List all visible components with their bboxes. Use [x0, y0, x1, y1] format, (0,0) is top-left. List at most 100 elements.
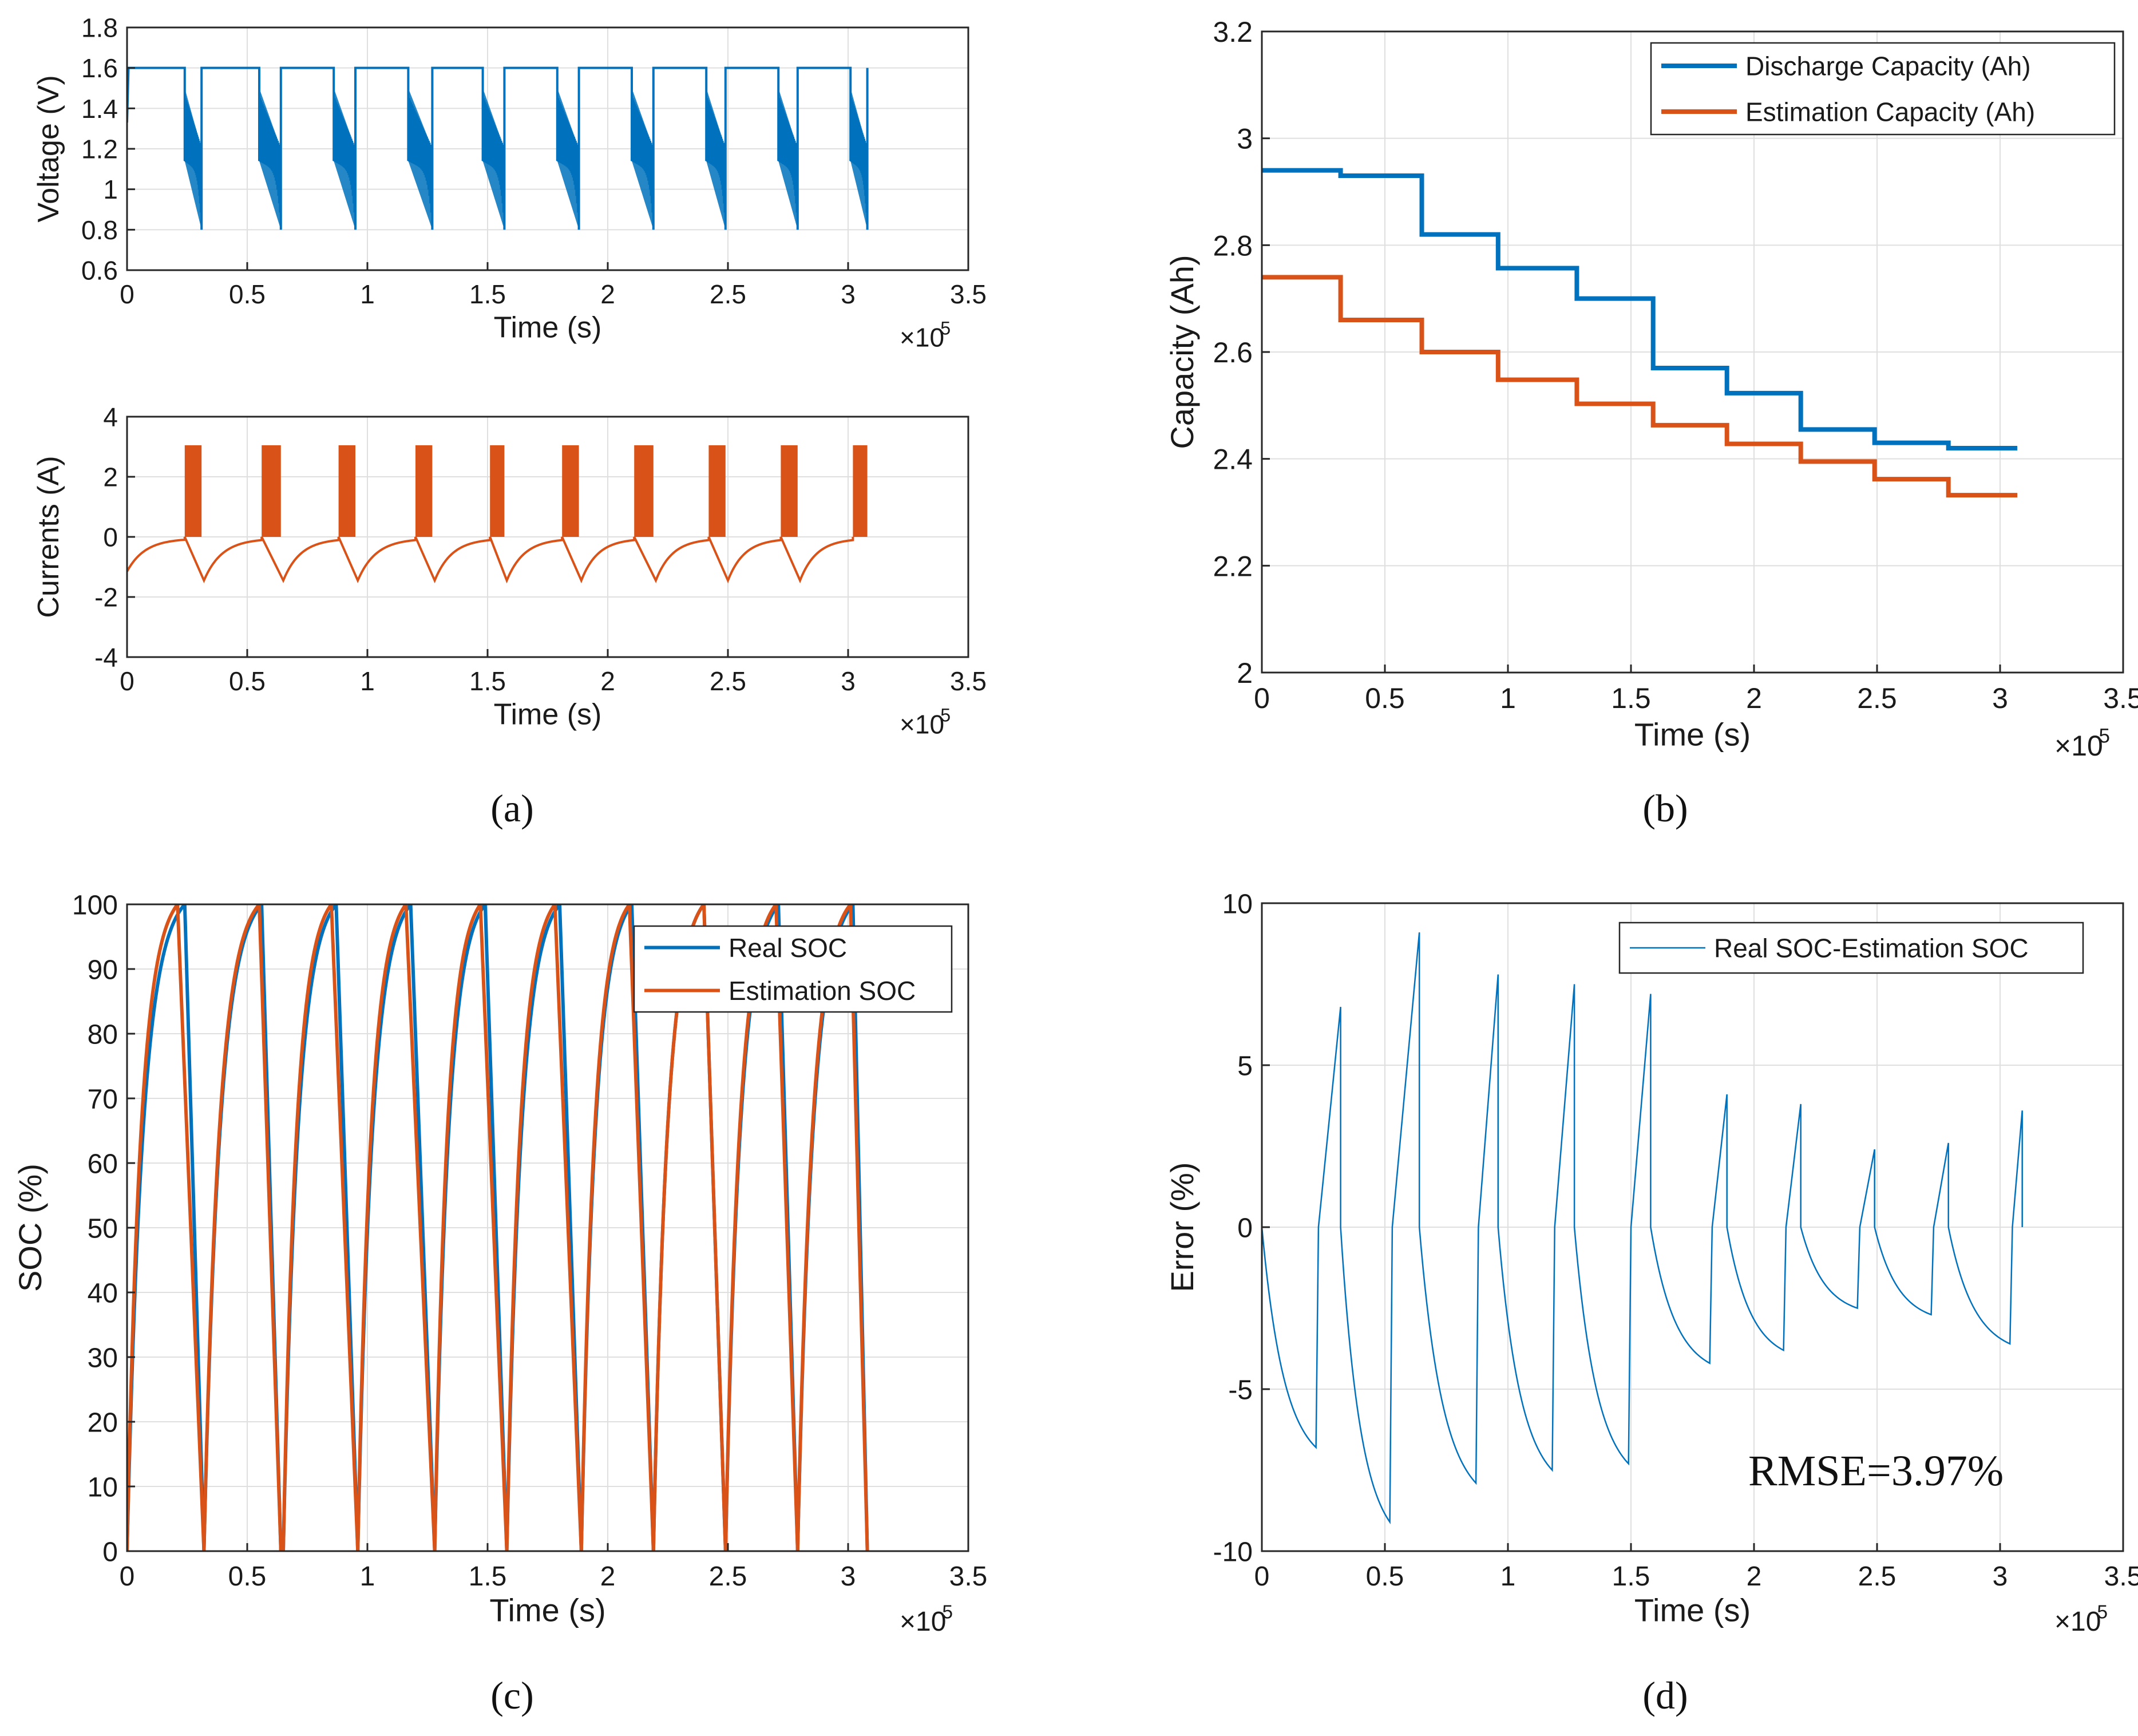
- x-tick-label: 2: [600, 1561, 616, 1592]
- y-axis-label: Error (%): [1164, 1162, 1200, 1292]
- y-tick-label: 10: [88, 1472, 118, 1502]
- x-tick-label: 0.5: [229, 666, 266, 696]
- x-tick-label: 1.5: [469, 666, 506, 696]
- x-axis-label: Time (s): [494, 698, 602, 731]
- x-tick-label: 2.5: [1858, 1561, 1897, 1592]
- y-tick-label: -2: [94, 583, 118, 612]
- voltage-discharge-band: [184, 88, 202, 230]
- x-tick-label: 2.5: [710, 279, 746, 309]
- x-tick-label: 3.5: [2103, 682, 2138, 714]
- x-tick-label: 2.5: [710, 666, 746, 696]
- x-tick-label: 3.5: [950, 666, 987, 696]
- plot-lines: [127, 904, 869, 1551]
- plot-lines: [1262, 168, 2018, 498]
- voltage-discharge-band: [632, 88, 654, 230]
- x-tick-label: 1.5: [469, 279, 506, 309]
- plot-lines: [127, 445, 868, 584]
- x-tick-label: 0: [120, 1561, 135, 1592]
- currents-chart: 0 0.5 1 1.5 2 2.5 3 3.5 -4 -2 0 2 4 Time (s) Currents …: [32, 402, 987, 740]
- panel-label-a: (a): [490, 786, 533, 830]
- y-tick-label: 1.6: [81, 53, 118, 83]
- y-tick-label: 100: [72, 890, 118, 920]
- voltage-discharge-band: [408, 88, 433, 230]
- x-axis-label: Time (s): [494, 311, 602, 344]
- y-tick-label: 1.4: [81, 94, 118, 124]
- x-tick-label: 2: [600, 279, 615, 309]
- x-tick-label: 3: [841, 1561, 856, 1592]
- x-tick-label: 1: [1500, 682, 1516, 714]
- y-tick-label: 2.6: [1213, 337, 1253, 369]
- x-tick-label: 2: [1747, 1561, 1762, 1592]
- current-pulse-block: [562, 445, 579, 537]
- y-tick-label: 2: [1237, 657, 1253, 689]
- x-multiplier-exponent: 5: [940, 318, 951, 339]
- x-tick-label: 3.5: [2104, 1561, 2138, 1592]
- y-tick-label: 2.2: [1213, 550, 1253, 582]
- y-tick-label: 3: [1237, 123, 1253, 155]
- legend-label: Real SOC: [728, 933, 847, 963]
- panel-label-b: (b): [1642, 786, 1688, 830]
- voltage-discharge-band: [259, 88, 281, 230]
- x-tick-label: 1.5: [469, 1561, 507, 1592]
- y-tick-label: 0: [1237, 1213, 1253, 1243]
- y-tick-label: 0.8: [81, 215, 118, 245]
- y-tick-label: 0: [102, 1537, 118, 1567]
- error-chart: 0 0.5 1 1.5 2 2.5 3 3.5 -10 -5 0 5 10 Time (s) Error (…: [1164, 889, 2138, 1637]
- y-tick-label: -5: [1228, 1375, 1253, 1405]
- y-tick-label: 3.2: [1213, 16, 1253, 48]
- x-tick-label: 0.5: [1365, 682, 1405, 714]
- current-pulse-block: [415, 445, 433, 537]
- x-tick-label: 1: [360, 666, 375, 696]
- y-axis-label: Currents (A): [32, 456, 65, 618]
- y-tick-label: 0.6: [81, 256, 118, 286]
- y-tick-label: 80: [88, 1019, 118, 1050]
- x-tick-label: 2.5: [709, 1561, 747, 1592]
- x-multiplier: ×10: [900, 1607, 946, 1637]
- x-tick-label: 0: [120, 279, 134, 309]
- plot-lines: [127, 66, 869, 230]
- x-tick-label: 3: [841, 279, 856, 309]
- rmse-annotation: RMSE=3.97%: [1748, 1447, 2004, 1495]
- capacity-series-line: [1262, 275, 2018, 498]
- x-tick-label: 1: [360, 1561, 375, 1592]
- y-tick-label: 1: [103, 175, 118, 204]
- x-axis-label: Time (s): [1634, 717, 1751, 753]
- y-axis-label: Capacity (Ah): [1164, 255, 1200, 449]
- x-tick-label: 0.5: [229, 279, 266, 309]
- current-pulse-block: [490, 445, 505, 537]
- x-tick-label: 3.5: [950, 279, 987, 309]
- y-tick-label: 30: [88, 1343, 118, 1373]
- x-multiplier-exponent: 5: [2097, 1602, 2108, 1623]
- x-tick-label: 0: [1254, 682, 1270, 714]
- y-tick-label: 20: [88, 1407, 118, 1438]
- legend-box: [633, 925, 953, 1013]
- y-tick-label: 50: [88, 1213, 118, 1244]
- current-pulse-block: [184, 445, 202, 537]
- x-axis-label: Time (s): [1634, 1592, 1751, 1628]
- x-tick-label: 0: [120, 666, 134, 696]
- y-axis-label: Voltage (V): [32, 75, 65, 222]
- y-tick-label: 90: [88, 955, 118, 985]
- voltage-discharge-band: [557, 88, 579, 230]
- y-tick-label: 5: [1237, 1051, 1253, 1081]
- x-multiplier: ×10: [2054, 730, 2103, 762]
- y-tick-label: 10: [1222, 889, 1253, 919]
- x-tick-label: 2.5: [1857, 682, 1897, 714]
- legend-box: [1650, 42, 2116, 136]
- x-multiplier: ×10: [900, 322, 944, 352]
- x-tick-label: 3.5: [949, 1561, 988, 1592]
- current-pulse-block: [853, 445, 868, 537]
- y-tick-label: 2: [103, 462, 118, 492]
- x-tick-label: 2: [1746, 682, 1762, 714]
- y-tick-label: 1.2: [81, 135, 118, 164]
- soc-chart: 0 0.5 1 1.5 2 2.5 3 3.5 0 10 20 30 40 50 60 70 80 90 100 Ti…: [12, 890, 987, 1637]
- y-tick-label: 4: [103, 402, 118, 432]
- y-tick-label: 60: [88, 1149, 118, 1179]
- panel-label-d: (d): [1642, 1674, 1688, 1717]
- x-multiplier: ×10: [900, 709, 944, 739]
- y-tick-label: 0: [103, 523, 118, 552]
- y-tick-label: 1.8: [81, 13, 118, 43]
- y-tick-label: 2.8: [1213, 230, 1253, 262]
- y-axis-label: SOC (%): [12, 1164, 48, 1292]
- voltage-discharge-band: [850, 88, 868, 230]
